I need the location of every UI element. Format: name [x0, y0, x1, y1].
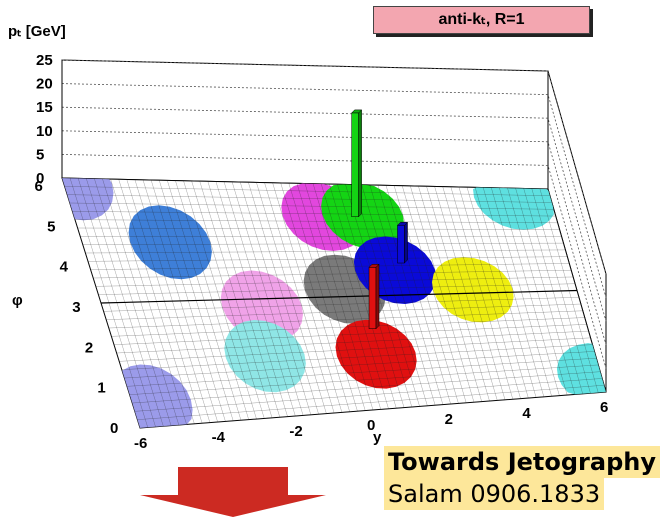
pt-tower-2	[396, 221, 409, 264]
grid-line	[85, 249, 566, 254]
grid-line	[119, 337, 591, 362]
chart-title: anti-kₜ, R=1	[373, 6, 590, 34]
grid-line	[132, 371, 601, 404]
phi-axis-label: φ	[12, 292, 23, 309]
jet-area-2	[62, 178, 114, 221]
grid-line	[108, 310, 583, 329]
z-tick-label: 15	[36, 99, 53, 116]
y-axis-label: y	[373, 429, 382, 446]
pt-tower-3	[368, 263, 380, 330]
grid-line	[61, 177, 549, 190]
caption-reference: Salam 0906.1833	[384, 478, 605, 510]
grid-line	[72, 211, 556, 217]
grid-line	[95, 276, 574, 287]
grid-line	[106, 303, 581, 320]
grid-line	[121, 344, 593, 370]
down-arrow-icon	[140, 467, 326, 517]
phi-midline	[100, 289, 578, 304]
grid-line	[113, 324, 587, 345]
x-tick-label: -4	[212, 429, 226, 446]
grid-line	[64, 186, 550, 196]
phi-tick-label: 3	[72, 299, 80, 316]
phi-tick-label: 1	[97, 380, 105, 397]
back-wall	[61, 59, 549, 190]
grid-line	[126, 357, 597, 387]
jet-area-5	[224, 320, 306, 393]
x-tick-label: 0	[367, 417, 375, 434]
z-tick-label: 10	[36, 123, 53, 140]
z-tick-label: 5	[36, 146, 44, 163]
grid-line	[116, 330, 589, 354]
phi-tick-label: 4	[60, 259, 69, 276]
grid-line	[111, 317, 585, 337]
back-walls	[61, 59, 607, 393]
z-axis-label: pₜ [GeV]	[8, 23, 66, 40]
x-tick-label: 6	[600, 399, 608, 416]
grid-line	[74, 219, 558, 224]
grid-line	[129, 364, 599, 395]
pt-towers	[350, 109, 409, 330]
x-tick-label: -2	[289, 423, 302, 440]
grid-line	[90, 263, 570, 270]
jet-area-12	[335, 319, 417, 389]
grid-line	[82, 242, 564, 245]
grid-line	[103, 297, 579, 312]
x-tick-label: 4	[522, 405, 531, 422]
jet-area-13	[556, 343, 606, 395]
grid-line	[69, 202, 554, 210]
z-tick-label: 20	[36, 76, 53, 93]
grid-line	[98, 283, 576, 295]
grid-line	[87, 256, 568, 262]
phi-tick-label: 0	[110, 420, 118, 437]
grid-line	[93, 270, 572, 279]
phi-tick-label: 2	[85, 339, 93, 356]
pt-tower-1	[350, 109, 363, 218]
grid-line	[77, 227, 560, 230]
grid-line	[124, 351, 595, 379]
jet-area-7	[321, 184, 405, 249]
caption-title: Towards Jetography	[384, 446, 660, 478]
floor-gridlines	[61, 177, 607, 429]
z-tick-label: 0	[36, 170, 44, 187]
z-tick-label: 25	[36, 52, 53, 69]
grid-line	[67, 194, 552, 203]
phi-tick-label: 6	[35, 178, 43, 195]
x-tick-label: -6	[134, 435, 147, 452]
grid-line	[137, 385, 605, 420]
grid-line	[139, 391, 607, 429]
phi-tick-label: 5	[47, 218, 55, 235]
x-tick-label: 2	[445, 411, 453, 428]
grid-line	[134, 378, 603, 412]
